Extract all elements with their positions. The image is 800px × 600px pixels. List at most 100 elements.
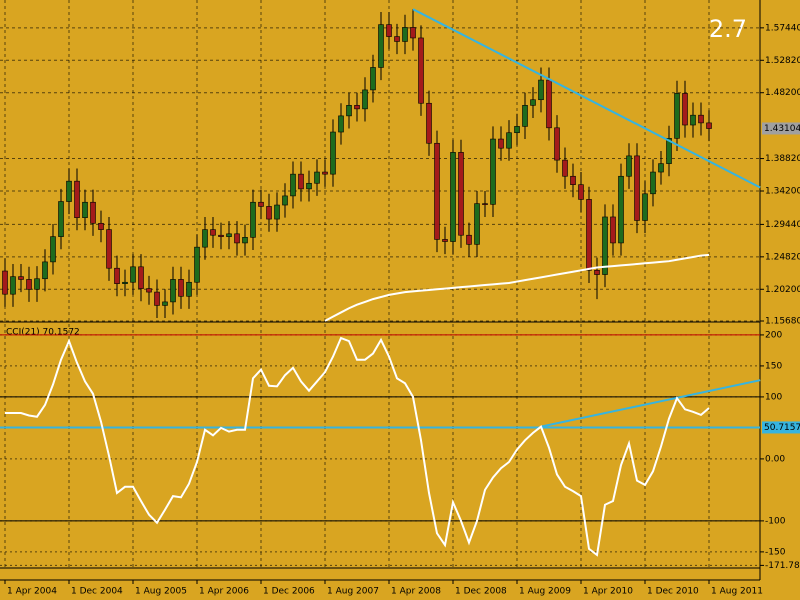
candle-body bbox=[226, 233, 232, 237]
candle-body bbox=[458, 152, 464, 236]
candle-body bbox=[138, 266, 144, 289]
candle-body bbox=[2, 270, 8, 295]
x-tick-label: 1 Aug 2007 bbox=[327, 587, 379, 597]
candle-body bbox=[386, 24, 392, 37]
y-tick-label: 1.38820 bbox=[765, 154, 800, 164]
y-tick-label: -150 bbox=[765, 547, 786, 557]
candle-body bbox=[74, 180, 80, 218]
candle-body bbox=[682, 93, 688, 126]
reference-label-box bbox=[762, 421, 800, 434]
candle-body bbox=[466, 234, 472, 245]
y-tick-label: 1.24820 bbox=[765, 252, 800, 262]
candle-body bbox=[146, 288, 152, 293]
candle-body bbox=[330, 131, 336, 175]
candle-body bbox=[706, 122, 712, 129]
indicator-line bbox=[5, 336, 710, 557]
candle-body bbox=[290, 173, 296, 197]
candle-body bbox=[186, 281, 192, 297]
indicator-title: CCI(21) 70.1572 bbox=[6, 328, 80, 338]
candle-body bbox=[130, 266, 136, 283]
candle-body bbox=[674, 93, 680, 139]
candle-body bbox=[498, 138, 504, 149]
candle-body bbox=[474, 203, 480, 245]
candle-body bbox=[610, 216, 616, 244]
candle-body bbox=[626, 155, 632, 177]
candle-body bbox=[698, 114, 704, 124]
candle-body bbox=[90, 201, 96, 224]
candle-body bbox=[346, 105, 352, 117]
candle-body bbox=[554, 127, 560, 161]
candle-body bbox=[562, 159, 568, 177]
candle-body bbox=[98, 222, 104, 230]
candle-body bbox=[434, 142, 440, 240]
candle-body bbox=[594, 270, 600, 275]
candle-body bbox=[546, 79, 552, 129]
candle-body bbox=[106, 229, 112, 269]
candle-body bbox=[514, 126, 520, 134]
candle-body bbox=[482, 203, 488, 205]
candle-body bbox=[202, 229, 208, 248]
candle-body bbox=[162, 301, 168, 306]
candle-body bbox=[66, 180, 72, 202]
candle-body bbox=[418, 37, 424, 104]
candle-body bbox=[338, 115, 344, 133]
candle-body bbox=[218, 234, 224, 237]
y-tick-label: 1.20200 bbox=[765, 285, 800, 295]
x-tick-label: 1 Dec 2008 bbox=[455, 587, 507, 597]
y-tick-label: 1.15680 bbox=[765, 317, 800, 327]
candle-body bbox=[666, 138, 672, 164]
candle-body bbox=[402, 27, 408, 42]
candle-body bbox=[362, 89, 368, 110]
x-tick-label: 1 Dec 2004 bbox=[71, 587, 123, 597]
candle-body bbox=[10, 276, 16, 295]
candle-body bbox=[354, 105, 360, 110]
y-tick-label: 150 bbox=[765, 361, 782, 371]
y-tick-label: 1.57440 bbox=[765, 23, 800, 33]
candle-body bbox=[82, 201, 88, 218]
candle-body bbox=[314, 171, 320, 184]
trendline bbox=[540, 379, 761, 428]
candle-body bbox=[570, 175, 576, 185]
candle-body bbox=[170, 279, 176, 303]
candle-body bbox=[210, 229, 216, 236]
candle-body bbox=[658, 163, 664, 173]
candle-body bbox=[378, 24, 384, 68]
candle-body bbox=[426, 102, 432, 144]
candle-body bbox=[586, 199, 592, 271]
candle-body bbox=[506, 132, 512, 149]
x-tick-label: 1 Dec 2010 bbox=[647, 587, 699, 597]
candle-body bbox=[634, 155, 640, 221]
candle-body bbox=[26, 279, 32, 290]
candle-body bbox=[410, 27, 416, 39]
x-tick-label: 1 Apr 2004 bbox=[7, 587, 57, 597]
candle-body bbox=[154, 291, 160, 306]
candle-body bbox=[178, 279, 184, 297]
candle-body bbox=[194, 246, 200, 283]
y-tick-label: 100 bbox=[765, 392, 782, 402]
candle-body bbox=[18, 276, 24, 280]
moving-average bbox=[324, 253, 710, 322]
x-tick-label: 1 Aug 2005 bbox=[135, 587, 187, 597]
candle-body bbox=[490, 138, 496, 205]
candle-body bbox=[618, 175, 624, 244]
y-tick-label: 1.48200 bbox=[765, 88, 800, 98]
candle-body bbox=[306, 182, 312, 190]
x-tick-label: 1 Apr 2006 bbox=[199, 587, 249, 597]
y-tick-label: 0.00 bbox=[765, 454, 785, 464]
candle-body bbox=[530, 99, 536, 106]
candle-body bbox=[298, 173, 304, 190]
y-tick-label: 200 bbox=[765, 330, 782, 340]
y-tick-label: 1.29440 bbox=[765, 220, 800, 230]
candle-body bbox=[42, 261, 48, 280]
candle-body bbox=[442, 239, 448, 242]
x-tick-label: 1 Aug 2011 bbox=[711, 587, 763, 597]
candle-body bbox=[58, 201, 64, 237]
price-label: 1.43104 bbox=[764, 124, 800, 134]
candle-body bbox=[642, 193, 648, 221]
candle-body bbox=[266, 206, 272, 220]
candle-body bbox=[690, 114, 696, 126]
x-tick-label: 1 Apr 2008 bbox=[391, 587, 441, 597]
candle-body bbox=[450, 152, 456, 242]
